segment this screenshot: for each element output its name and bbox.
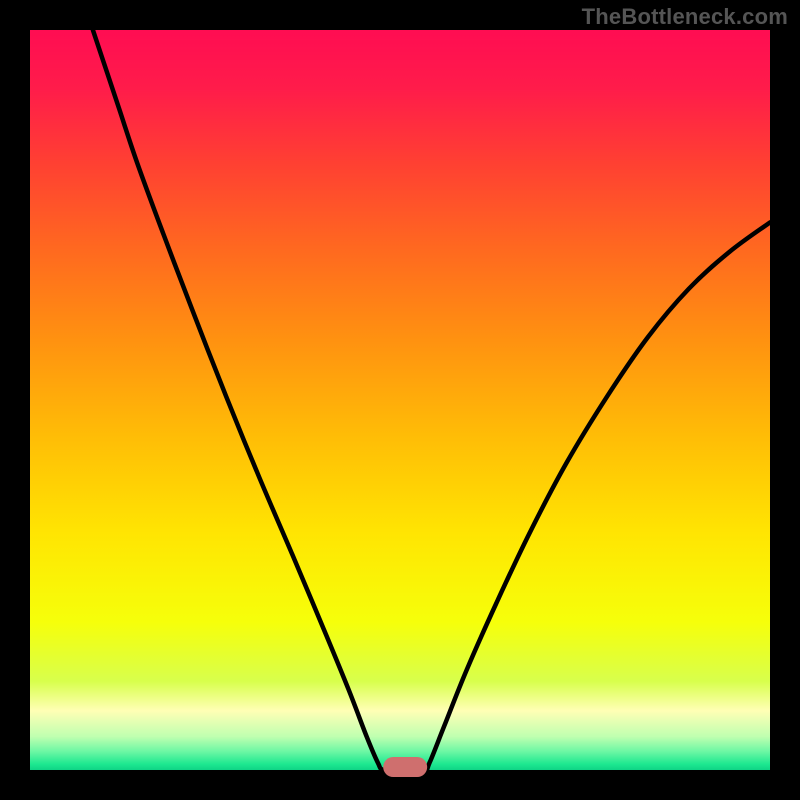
optimal-marker: [383, 757, 427, 777]
chart-stage: TheBottleneck.com: [0, 0, 800, 800]
watermark-text: TheBottleneck.com: [582, 4, 788, 30]
plot-area: [30, 30, 770, 770]
bottleneck-chart-svg: [0, 0, 800, 800]
